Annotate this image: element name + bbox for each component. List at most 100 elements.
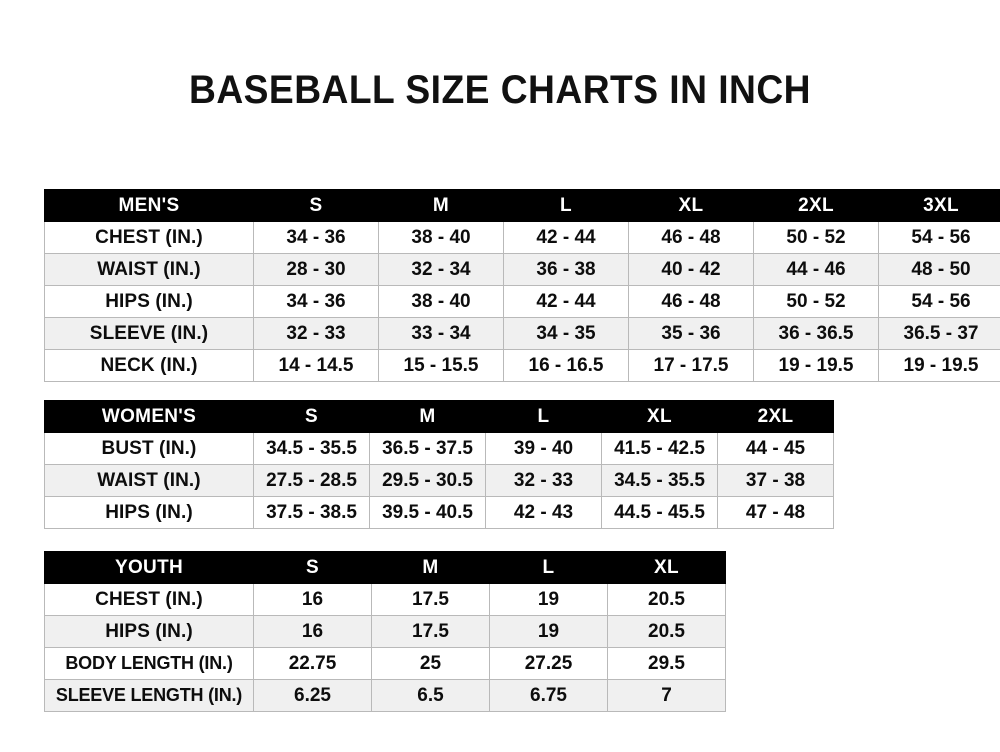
womens-header-m: M	[369, 400, 486, 433]
cell-value: 32 - 33	[485, 464, 602, 497]
row-label-bust: BUST (IN.)	[44, 432, 254, 465]
cell-value: 54 - 56	[878, 221, 1000, 254]
cell-value: 46 - 48	[628, 285, 754, 318]
womens-header-category: WOMEN'S	[44, 400, 254, 433]
cell-value: 44 - 45	[717, 432, 834, 465]
table-row: BUST (IN.) 34.5 - 35.5 36.5 - 37.5 39 - …	[44, 432, 834, 465]
row-label-body-length: BODY LENGTH (IN.)	[44, 647, 254, 680]
row-label-hips: HIPS (IN.)	[44, 615, 254, 648]
cell-value: 6.25	[253, 679, 372, 712]
cell-value: 34 - 36	[253, 285, 379, 318]
table-row: NECK (IN.) 14 - 14.5 15 - 15.5 16 - 16.5…	[44, 349, 1000, 382]
womens-header-2xl: 2XL	[717, 400, 834, 433]
cell-value: 36 - 38	[503, 253, 629, 286]
cell-value: 27.5 - 28.5	[253, 464, 370, 497]
mens-header-m: M	[378, 189, 504, 222]
youth-table-body: CHEST (IN.) 16 17.5 19 20.5 HIPS (IN.) 1…	[44, 583, 726, 712]
cell-value: 14 - 14.5	[253, 349, 379, 382]
row-label-waist: WAIST (IN.)	[44, 464, 254, 497]
row-label-sleeve: SLEEVE (IN.)	[44, 317, 254, 350]
cell-value: 20.5	[607, 583, 726, 616]
table-row: CHEST (IN.) 16 17.5 19 20.5	[44, 583, 726, 616]
mens-header-s: S	[253, 189, 379, 222]
cell-value: 16	[253, 583, 372, 616]
youth-header-s: S	[253, 551, 372, 584]
cell-value: 15 - 15.5	[378, 349, 504, 382]
cell-value: 39.5 - 40.5	[369, 496, 486, 529]
cell-value: 32 - 33	[253, 317, 379, 350]
mens-header-category: MEN'S	[44, 189, 254, 222]
womens-table-body: BUST (IN.) 34.5 - 35.5 36.5 - 37.5 39 - …	[44, 432, 834, 529]
womens-header-l: L	[485, 400, 602, 433]
cell-value: 34.5 - 35.5	[601, 464, 718, 497]
table-row: HIPS (IN.) 34 - 36 38 - 40 42 - 44 46 - …	[44, 285, 1000, 318]
table-row: BODY LENGTH (IN.) 22.75 25 27.25 29.5	[44, 647, 726, 680]
cell-value: 34 - 36	[253, 221, 379, 254]
cell-value: 20.5	[607, 615, 726, 648]
youth-header-xl: XL	[607, 551, 726, 584]
womens-header-xl: XL	[601, 400, 718, 433]
cell-value: 48 - 50	[878, 253, 1000, 286]
cell-value: 34 - 35	[503, 317, 629, 350]
mens-header-2xl: 2XL	[753, 189, 879, 222]
cell-value: 37 - 38	[717, 464, 834, 497]
header-row: MEN'S S M L XL 2XL 3XL	[44, 189, 1000, 222]
youth-header-m: M	[371, 551, 490, 584]
cell-value: 19	[489, 583, 608, 616]
mens-size-table: MEN'S S M L XL 2XL 3XL CHEST (IN.) 34 - …	[44, 189, 1000, 382]
cell-value: 38 - 40	[378, 221, 504, 254]
row-label-hips: HIPS (IN.)	[44, 496, 254, 529]
cell-value: 17 - 17.5	[628, 349, 754, 382]
row-label-chest: CHEST (IN.)	[44, 221, 254, 254]
cell-value: 42 - 43	[485, 496, 602, 529]
cell-value: 39 - 40	[485, 432, 602, 465]
cell-value: 6.75	[489, 679, 608, 712]
cell-value: 16 - 16.5	[503, 349, 629, 382]
cell-value: 35 - 36	[628, 317, 754, 350]
womens-size-table: WOMEN'S S M L XL 2XL BUST (IN.) 34.5 - 3…	[44, 400, 834, 529]
cell-value: 44 - 46	[753, 253, 879, 286]
cell-value: 41.5 - 42.5	[601, 432, 718, 465]
cell-value: 19 - 19.5	[878, 349, 1000, 382]
youth-table-header: YOUTH S M L XL	[44, 551, 726, 584]
cell-value: 27.25	[489, 647, 608, 680]
table-row: HIPS (IN.) 16 17.5 19 20.5	[44, 615, 726, 648]
cell-value: 42 - 44	[503, 285, 629, 318]
cell-value: 50 - 52	[753, 221, 879, 254]
row-label-chest: CHEST (IN.)	[44, 583, 254, 616]
mens-header-3xl: 3XL	[878, 189, 1000, 222]
cell-value: 17.5	[371, 583, 490, 616]
cell-value: 50 - 52	[753, 285, 879, 318]
cell-value: 25	[371, 647, 490, 680]
cell-value: 54 - 56	[878, 285, 1000, 318]
cell-value: 6.5	[371, 679, 490, 712]
mens-table-header: MEN'S S M L XL 2XL 3XL	[44, 189, 1000, 222]
page-title: BASEBALL SIZE CHARTS IN INCH	[188, 68, 812, 112]
row-label-waist: WAIST (IN.)	[44, 253, 254, 286]
cell-value: 37.5 - 38.5	[253, 496, 370, 529]
youth-size-table: YOUTH S M L XL CHEST (IN.) 16 17.5 19 20…	[44, 551, 726, 712]
womens-table-header: WOMEN'S S M L XL 2XL	[44, 400, 834, 433]
table-row: WAIST (IN.) 27.5 - 28.5 29.5 - 30.5 32 -…	[44, 464, 834, 497]
table-row: SLEEVE (IN.) 32 - 33 33 - 34 34 - 35 35 …	[44, 317, 1000, 350]
cell-value: 40 - 42	[628, 253, 754, 286]
header-row: YOUTH S M L XL	[44, 551, 726, 584]
table-row: HIPS (IN.) 37.5 - 38.5 39.5 - 40.5 42 - …	[44, 496, 834, 529]
cell-value: 29.5	[607, 647, 726, 680]
mens-header-l: L	[503, 189, 629, 222]
row-label-neck: NECK (IN.)	[44, 349, 254, 382]
cell-value: 46 - 48	[628, 221, 754, 254]
cell-value: 19 - 19.5	[753, 349, 879, 382]
row-label-sleeve-length: SLEEVE LENGTH (IN.)	[44, 679, 254, 712]
table-row: CHEST (IN.) 34 - 36 38 - 40 42 - 44 46 -…	[44, 221, 1000, 254]
cell-value: 16	[253, 615, 372, 648]
cell-value: 42 - 44	[503, 221, 629, 254]
youth-header-l: L	[489, 551, 608, 584]
womens-header-s: S	[253, 400, 370, 433]
cell-value: 34.5 - 35.5	[253, 432, 370, 465]
cell-value: 7	[607, 679, 726, 712]
header-row: WOMEN'S S M L XL 2XL	[44, 400, 834, 433]
cell-value: 36.5 - 37	[878, 317, 1000, 350]
cell-value: 22.75	[253, 647, 372, 680]
mens-table-body: CHEST (IN.) 34 - 36 38 - 40 42 - 44 46 -…	[44, 221, 1000, 382]
